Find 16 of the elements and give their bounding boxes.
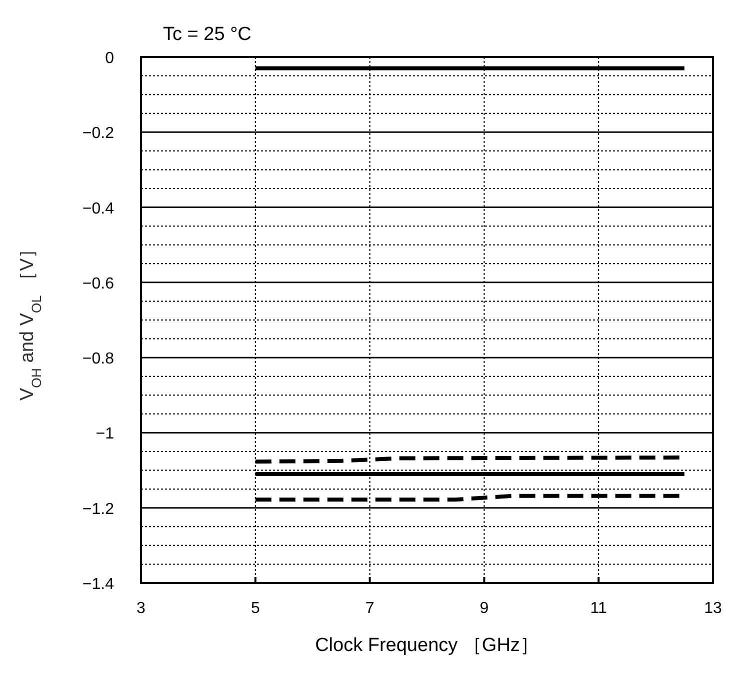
y-tick-label: −1.2 <box>82 500 114 518</box>
chart-title: Tc = 25 °C <box>163 24 252 45</box>
x-tick-label: 3 <box>136 600 146 617</box>
x-tick-label: 7 <box>365 600 374 617</box>
x-tick-label: 5 <box>250 600 260 617</box>
y-tick-label: −0.6 <box>82 275 114 292</box>
y-tick-label: −0.4 <box>82 200 114 218</box>
x-tick-label: 13 <box>704 600 722 617</box>
y-tick-label: −0.8 <box>82 350 114 368</box>
x-tick-label: 11 <box>590 600 608 617</box>
x-tick-label: 9 <box>480 600 489 617</box>
x-axis-title: Clock Frequency ［GHz］ <box>315 635 539 656</box>
y-tick-label: −1 <box>96 426 114 443</box>
y-tick-label: −0.2 <box>82 125 114 142</box>
y-tick-label: −1.4 <box>82 576 114 593</box>
y-tick-label: 0 <box>105 50 114 67</box>
